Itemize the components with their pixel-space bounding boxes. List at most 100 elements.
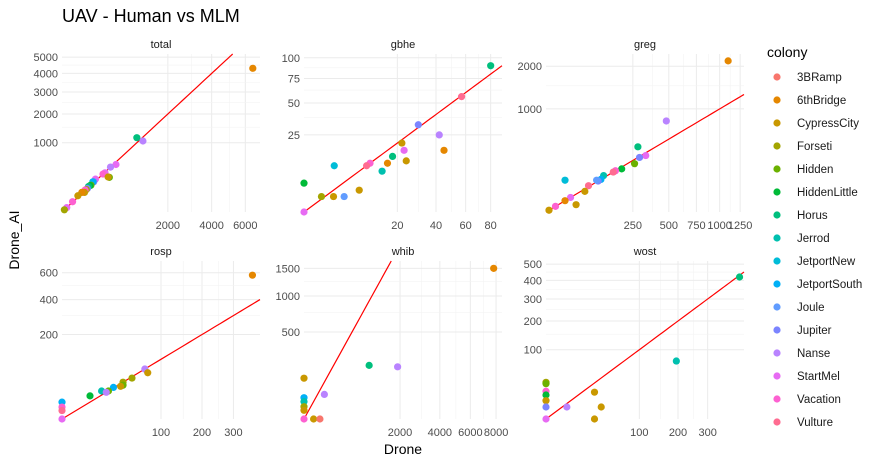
x-tick-label: 200	[669, 427, 687, 439]
data-point	[139, 137, 147, 145]
legend-key	[773, 96, 781, 104]
legend-label: Jerrod	[797, 233, 830, 245]
data-point	[112, 160, 120, 169]
data-point	[394, 363, 402, 371]
data-point	[58, 406, 66, 415]
panels: total 2000 4000 6000 1000 2000 3000 4000 5000 gbh…	[34, 39, 753, 439]
y-tick-label: 300	[524, 294, 542, 306]
x-axis-title: Drone	[384, 441, 422, 457]
data-point	[340, 192, 348, 201]
x-tick-label: 80	[485, 220, 497, 232]
y-tick-label: 600	[40, 268, 58, 280]
data-point	[300, 406, 308, 414]
y-tick-label: 5000	[34, 52, 58, 64]
legend-key	[773, 418, 781, 426]
legend-title: colony	[767, 44, 807, 60]
x-tick-label: 1250	[728, 220, 752, 232]
data-point	[572, 201, 580, 209]
legend-label: StartMel	[797, 371, 840, 383]
data-point	[300, 398, 308, 406]
data-point	[330, 162, 338, 170]
y-tick-label: 500	[282, 327, 300, 339]
data-point	[609, 168, 617, 176]
gridlines	[546, 261, 744, 419]
data-point	[542, 415, 550, 423]
x-tick-label: 20	[391, 220, 403, 232]
data-point	[60, 206, 68, 214]
y-tick-label: 4000	[34, 68, 58, 80]
x-tick-label: 300	[698, 427, 716, 439]
legend-label: Forseti	[797, 141, 832, 153]
data-point	[635, 153, 644, 162]
data-point	[634, 143, 642, 151]
data-point	[542, 403, 550, 411]
data-point	[414, 121, 422, 129]
gridlines	[546, 54, 744, 212]
legend-label: 3BRamp	[797, 72, 842, 84]
panel-gbhe: gbhe 20 40 60 80 25 50 75 100	[282, 39, 503, 232]
data-point	[662, 117, 670, 125]
y-tick-label: 200	[40, 330, 58, 342]
panel-rosp: rosp 100 200 300 200 400 600	[40, 246, 261, 439]
data-point	[128, 374, 136, 382]
data-point	[542, 380, 550, 388]
data-point	[590, 388, 599, 396]
legend-label: 6thBridge	[797, 95, 846, 107]
facet-label: whib	[391, 246, 415, 258]
y-tick-label: 200	[524, 316, 542, 328]
facet-label: wost	[633, 246, 657, 258]
data-point	[300, 208, 308, 216]
legend-key	[773, 349, 781, 357]
legend-label: Vulture	[797, 417, 833, 429]
data-point	[106, 163, 115, 171]
x-tick-label: 6000	[233, 220, 257, 232]
data-point	[383, 159, 392, 167]
data-point	[58, 398, 66, 406]
panel-wost: wost 100 200 300 100 200 300 400 500	[524, 246, 745, 439]
y-tick-label: 1500	[276, 263, 300, 275]
gridlines	[304, 54, 502, 212]
y-tick-label: 50	[288, 98, 300, 110]
data-point	[300, 179, 308, 187]
y-tick-label: 400	[524, 275, 542, 287]
y-tick-label: 500	[524, 259, 542, 271]
data-point	[457, 93, 466, 101]
data-point	[597, 403, 605, 411]
data-point	[542, 391, 550, 399]
gridlines	[304, 261, 502, 419]
reference-line	[303, 65, 503, 213]
legend-key	[773, 395, 781, 403]
data-point	[104, 173, 112, 181]
data-point	[248, 271, 257, 279]
reference-line	[545, 271, 745, 420]
data-point	[320, 390, 328, 398]
legend-label: CypressCity	[797, 118, 859, 130]
facet-label: gbhe	[391, 39, 415, 51]
legend: colony 3BRamp 6thBridge CypressCity Forseti…	[767, 44, 862, 429]
x-tick-label: 200	[193, 427, 211, 439]
legend-label: JetportNew	[797, 256, 856, 268]
x-tick-label: 4000	[199, 220, 223, 232]
x-tick-label: 4000	[428, 427, 452, 439]
data-point	[133, 134, 141, 142]
legend-label: Jupiter	[797, 325, 832, 337]
data-point	[542, 397, 550, 405]
y-tick-label: 25	[288, 130, 300, 142]
y-tick-label: 400	[40, 295, 58, 307]
data-point	[365, 361, 373, 369]
data-point	[490, 264, 498, 272]
data-point	[545, 206, 553, 214]
legend-key	[773, 165, 781, 173]
data-point	[74, 192, 82, 200]
legend-key	[773, 188, 781, 196]
y-tick-label: 2000	[518, 61, 542, 73]
data-point	[144, 369, 152, 377]
data-point	[300, 374, 308, 382]
data-point	[735, 273, 744, 281]
x-tick-label: 750	[687, 220, 705, 232]
y-tick-label: 75	[288, 73, 300, 85]
x-tick-label: 500	[660, 220, 678, 232]
panel-total: total 2000 4000 6000 1000 2000 3000 4000 5000	[34, 39, 260, 232]
data-point	[398, 139, 406, 147]
